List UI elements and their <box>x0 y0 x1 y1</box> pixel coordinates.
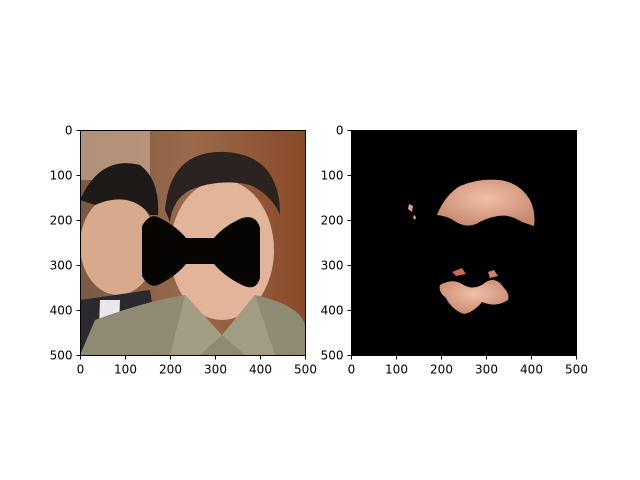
right-axis-ticks: 0 100 200 300 400 500 0 100 200 300 400 500 <box>321 124 588 377</box>
left-y-tick-label: 200 <box>50 214 73 228</box>
right-x-tick-label: 300 <box>475 363 498 377</box>
left-y-tick-label: 100 <box>50 169 73 183</box>
right-y-tick-label: 100 <box>321 169 344 183</box>
right-x-tick-label: 0 <box>348 363 356 377</box>
right-y-tick-label: 300 <box>321 259 344 273</box>
left-axis-ticks: 0 100 200 300 400 500 0 100 200 300 400 500 <box>50 124 317 377</box>
forehead-segment <box>437 179 535 226</box>
left-image <box>80 130 305 355</box>
right-axes-frame <box>351 130 577 356</box>
left-image-panel: 0 100 200 300 400 500 0 100 200 300 400 500 <box>50 124 317 377</box>
left-x-tick-label: 0 <box>77 363 85 377</box>
left-y-tick-label: 0 <box>65 124 73 138</box>
right-image-panel: 0 100 200 300 400 500 0 100 200 300 400 500 <box>321 124 588 377</box>
chin-segment <box>439 280 509 314</box>
left-y-tick-label: 400 <box>50 304 73 318</box>
right-y-tick-label: 400 <box>321 304 344 318</box>
mask-shape <box>142 216 260 288</box>
right-y-tick-label: 0 <box>336 124 344 138</box>
left-axes-frame <box>80 130 306 356</box>
right-y-tick-label: 200 <box>321 214 344 228</box>
left-y-tick-label: 500 <box>50 349 73 363</box>
left-x-tick-label: 300 <box>204 363 227 377</box>
right-x-tick-label: 100 <box>385 363 408 377</box>
right-y-tick-label: 500 <box>321 349 344 363</box>
left-x-tick-label: 400 <box>249 363 272 377</box>
left-x-tick-label: 100 <box>114 363 137 377</box>
right-x-tick-label: 400 <box>520 363 543 377</box>
right-x-tick-label: 500 <box>565 363 588 377</box>
left-y-tick-label: 300 <box>50 259 73 273</box>
right-image <box>351 130 576 355</box>
right-x-tick-label: 200 <box>430 363 453 377</box>
left-x-tick-label: 500 <box>294 363 317 377</box>
left-x-tick-label: 200 <box>159 363 182 377</box>
